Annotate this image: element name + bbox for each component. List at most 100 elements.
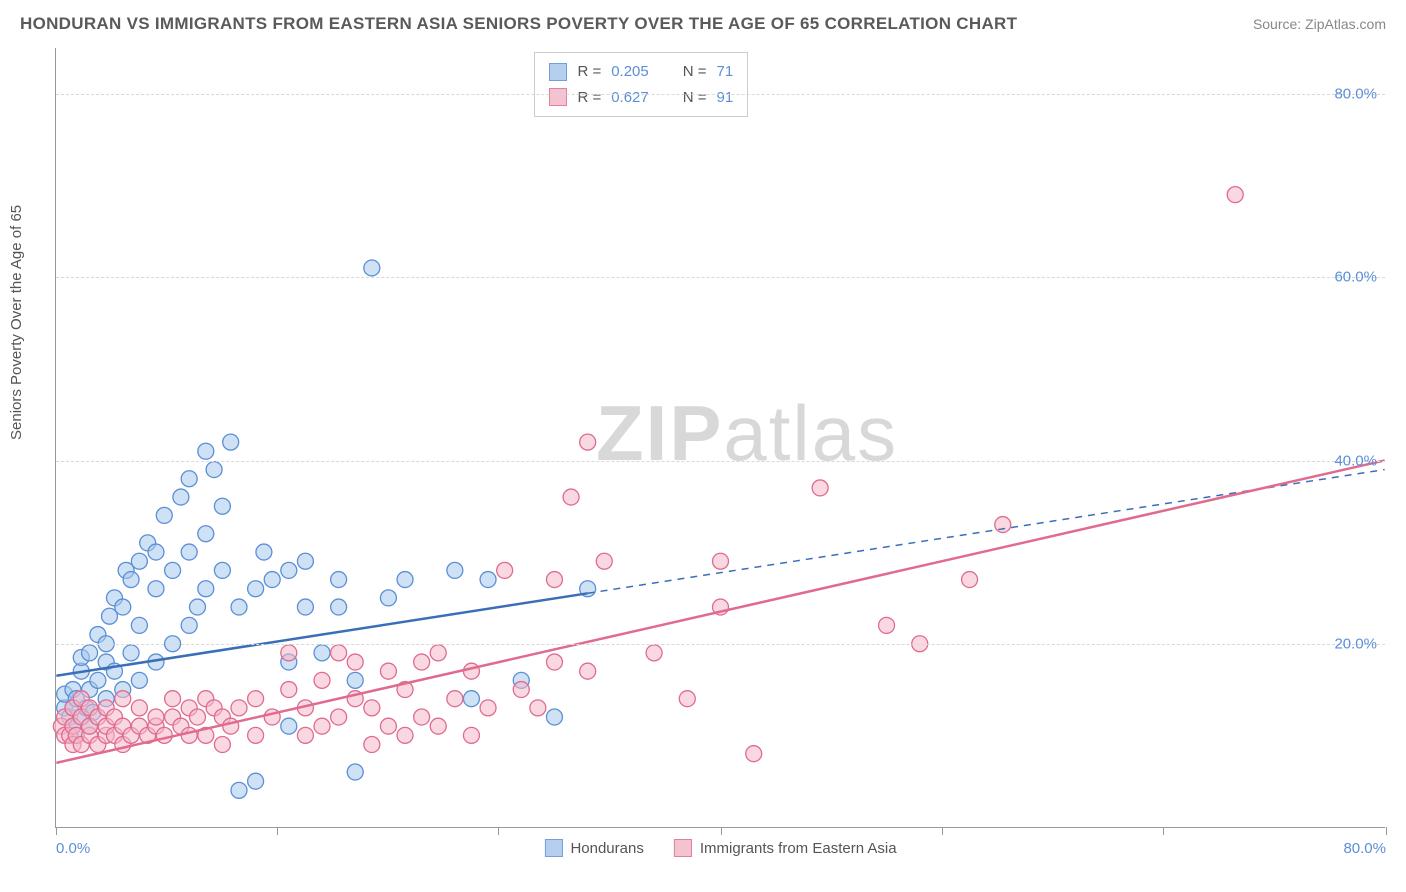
scatter-point [90,672,106,688]
y-tick-label: 80.0% [1334,85,1377,102]
grid-line [56,461,1385,462]
x-tick [1386,827,1387,835]
scatter-point [115,599,131,615]
legend-r-value: 0.627 [611,85,649,111]
scatter-point [347,672,363,688]
legend-item: Immigrants from Eastern Asia [674,839,897,857]
scatter-point [347,654,363,670]
grid-line [56,277,1385,278]
x-tick [277,827,278,835]
legend-swatch [544,839,562,857]
scatter-point [248,727,264,743]
scatter-point [879,617,895,633]
scatter-point [380,590,396,606]
scatter-point [223,718,239,734]
scatter-point [331,645,347,661]
x-tick [56,827,57,835]
legend-correlation: R =0.205N =71R = 0.627 N = 91 [534,52,748,117]
x-tick [1163,827,1164,835]
scatter-point [281,718,297,734]
legend-n-label: N = [683,85,707,111]
legend-n-label: N = [683,59,707,85]
scatter-point [331,572,347,588]
scatter-point [530,700,546,716]
y-axis-label: Seniors Poverty Over the Age of 65 [8,205,25,440]
legend-series: HonduransImmigrants from Eastern Asia [544,839,896,857]
scatter-point [447,691,463,707]
scatter-point [812,480,828,496]
scatter-point [331,709,347,725]
scatter-point [995,517,1011,533]
scatter-point [397,572,413,588]
scatter-point [463,663,479,679]
scatter-point [131,617,147,633]
scatter-point [165,691,181,707]
scatter-point [713,553,729,569]
scatter-point [546,654,562,670]
scatter-point [596,553,612,569]
scatter-point [297,553,313,569]
scatter-point [223,434,239,450]
scatter-point [364,737,380,753]
scatter-point [546,709,562,725]
x-tick [942,827,943,835]
trend-line [56,593,587,675]
scatter-point [297,727,313,743]
legend-swatch [549,88,567,106]
plot-area: ZIPatlas R =0.205N =71R =0.627N =91 Hond… [55,48,1385,828]
scatter-point [181,471,197,487]
scatter-point [297,599,313,615]
scatter-point [264,572,280,588]
chart-svg [56,48,1385,827]
scatter-point [513,682,529,698]
grid-line [56,644,1385,645]
scatter-point [148,709,164,725]
scatter-point [148,581,164,597]
scatter-point [248,691,264,707]
scatter-point [447,562,463,578]
scatter-point [189,599,205,615]
scatter-point [82,645,98,661]
scatter-point [463,691,479,707]
scatter-point [181,617,197,633]
legend-r-label: R = [577,59,601,85]
scatter-point [181,544,197,560]
x-tick [498,827,499,835]
scatter-point [214,498,230,514]
source-label: Source: ZipAtlas.com [1253,16,1386,32]
scatter-point [231,700,247,716]
scatter-point [397,727,413,743]
scatter-point [746,746,762,762]
scatter-point [380,718,396,734]
scatter-point [546,572,562,588]
scatter-point [646,645,662,661]
legend-swatch [674,839,692,857]
scatter-point [580,663,596,679]
scatter-point [430,645,446,661]
legend-series-label: Immigrants from Eastern Asia [700,840,897,857]
x-tick [721,827,722,835]
scatter-point [380,663,396,679]
scatter-point [347,764,363,780]
scatter-point [314,718,330,734]
scatter-point [563,489,579,505]
legend-row: R =0.205N =71 [549,59,733,85]
scatter-point [231,782,247,798]
scatter-point [123,572,139,588]
y-tick-label: 20.0% [1334,636,1377,653]
scatter-point [206,462,222,478]
title-bar: HONDURAN VS IMMIGRANTS FROM EASTERN ASIA… [20,14,1386,34]
legend-r-label: R = [577,85,601,111]
x-tick-label: 80.0% [1343,840,1386,857]
scatter-point [480,572,496,588]
scatter-point [231,599,247,615]
legend-row: R = 0.627 N = 91 [549,85,733,111]
scatter-point [497,562,513,578]
scatter-point [331,599,347,615]
scatter-point [131,672,147,688]
scatter-point [198,526,214,542]
legend-n-value: 91 [717,85,734,111]
scatter-point [189,709,205,725]
scatter-point [314,672,330,688]
scatter-point [123,645,139,661]
